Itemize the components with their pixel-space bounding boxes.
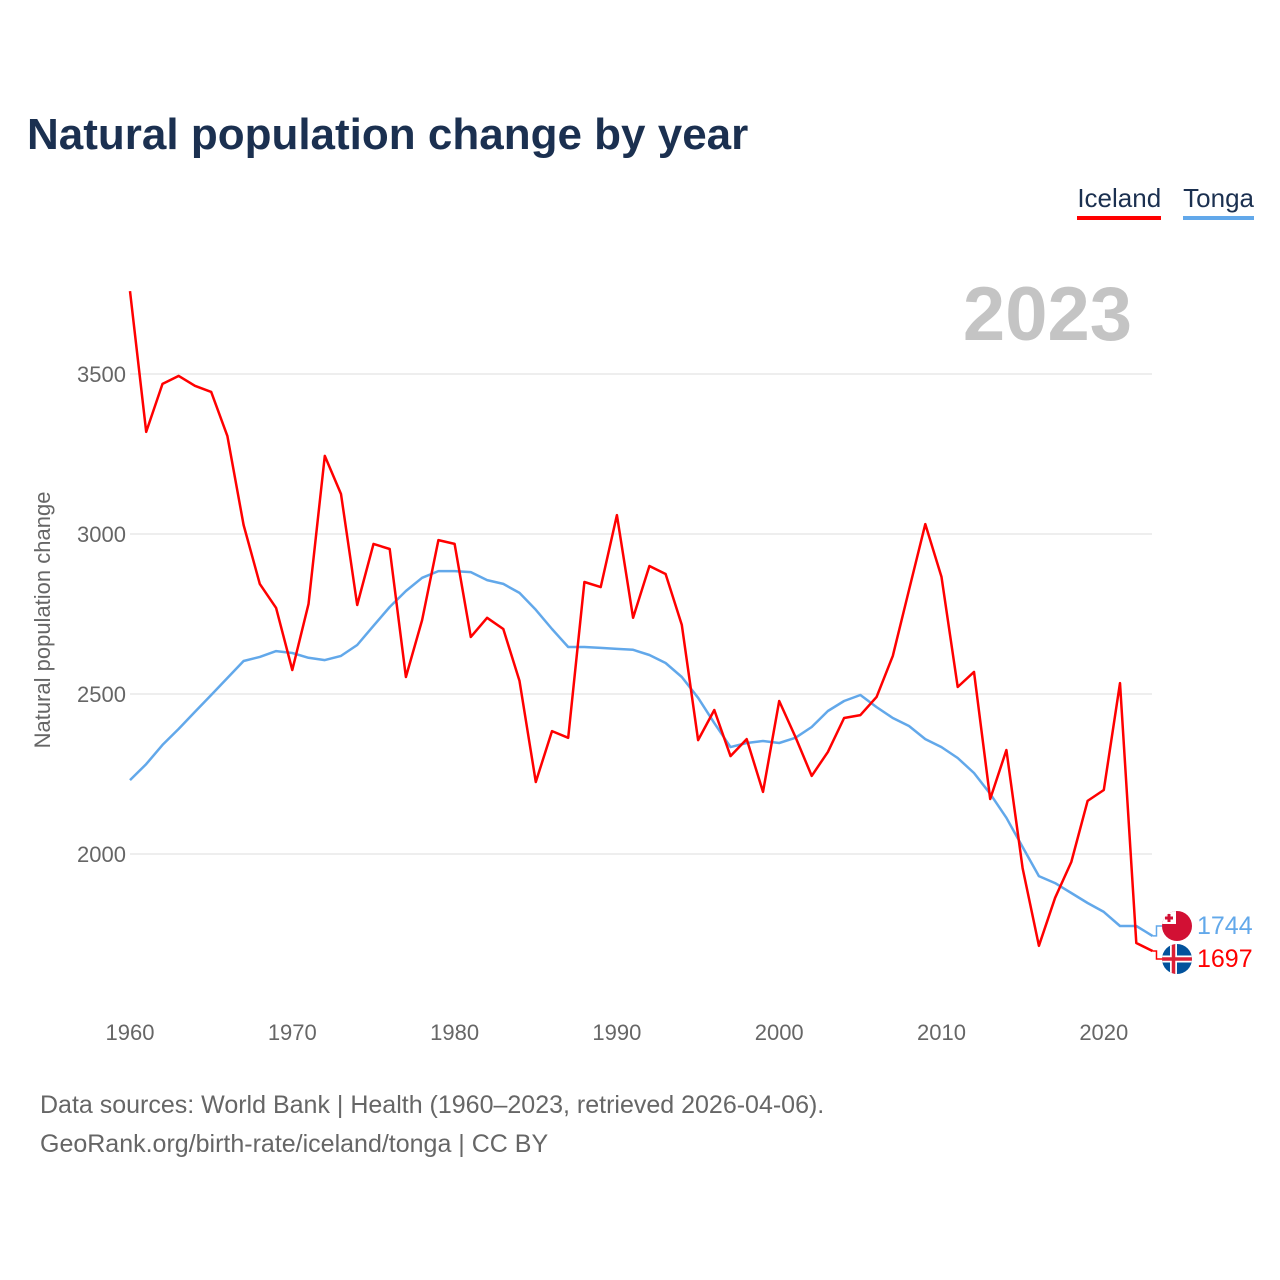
legend-tonga[interactable]: Tonga: [1183, 183, 1254, 220]
x-tick-label: 2020: [1079, 1020, 1128, 1045]
y-axis-label: Natural population change: [30, 492, 55, 749]
x-tick-label: 1960: [106, 1020, 155, 1045]
y-tick-label: 3500: [77, 362, 126, 387]
end-label-connector: [1152, 950, 1162, 960]
x-tick-label: 2000: [755, 1020, 804, 1045]
end-label-connector: [1152, 925, 1162, 937]
x-tick-label: 2010: [917, 1020, 966, 1045]
end-value-label-tonga: 1744: [1197, 912, 1253, 940]
x-tick-label: 1980: [430, 1020, 479, 1045]
series-line-iceland: [128, 290, 1154, 953]
source-text: Data sources: World Bank | Health (1960–…: [40, 1091, 825, 1119]
tonga-flag-icon: [1162, 911, 1192, 941]
x-tick-label: 1990: [592, 1020, 641, 1045]
x-tick-label: 1970: [268, 1020, 317, 1045]
end-value-label-iceland: 1697: [1197, 945, 1253, 973]
series-line-tonga: [129, 569, 1154, 937]
y-tick-label: 3000: [77, 522, 126, 547]
attribution-text: GeoRank.org/birth-rate/iceland/tonga | C…: [40, 1130, 549, 1158]
y-tick-label: 2500: [77, 682, 126, 707]
footer: Data sources: World Bank | Health (1960–…: [40, 1086, 824, 1164]
legend: Iceland Tonga: [1077, 183, 1254, 220]
iceland-flag-icon: [1162, 944, 1192, 974]
y-tick-label: 2000: [77, 842, 126, 867]
legend-iceland[interactable]: Iceland: [1077, 183, 1162, 220]
year-display: 2023: [963, 272, 1132, 357]
chart-title: Natural population change by year: [27, 110, 749, 159]
